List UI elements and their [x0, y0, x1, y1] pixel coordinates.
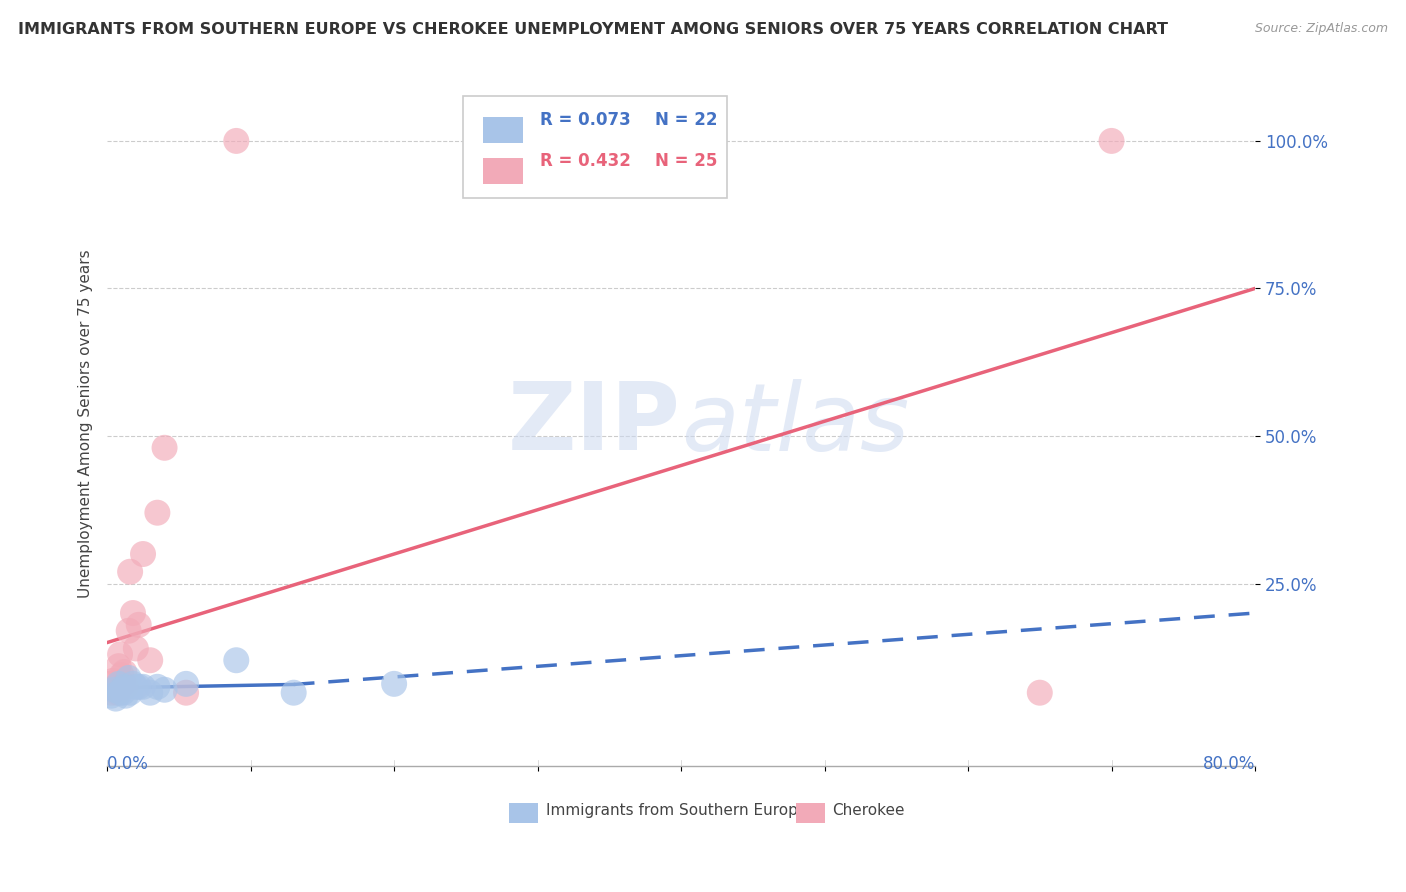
- Text: Source: ZipAtlas.com: Source: ZipAtlas.com: [1254, 22, 1388, 36]
- Text: IMMIGRANTS FROM SOUTHERN EUROPE VS CHEROKEE UNEMPLOYMENT AMONG SENIORS OVER 75 Y: IMMIGRANTS FROM SOUTHERN EUROPE VS CHERO…: [18, 22, 1168, 37]
- FancyBboxPatch shape: [796, 803, 824, 823]
- Point: [122, 606, 145, 620]
- Point: [128, 680, 150, 694]
- Point: [128, 617, 150, 632]
- Point: [108, 686, 131, 700]
- Text: R = 0.073: R = 0.073: [540, 111, 631, 128]
- Text: Immigrants from Southern Europe: Immigrants from Southern Europe: [546, 804, 807, 819]
- Point: [114, 680, 136, 694]
- Point: [103, 682, 125, 697]
- FancyBboxPatch shape: [463, 95, 727, 198]
- Point: [111, 677, 134, 691]
- Point: [101, 673, 124, 688]
- Point: [111, 686, 134, 700]
- Point: [283, 686, 305, 700]
- Point: [114, 689, 136, 703]
- Text: atlas: atlas: [681, 379, 910, 470]
- Point: [100, 689, 122, 703]
- Point: [125, 641, 148, 656]
- Point: [105, 686, 128, 700]
- Point: [146, 506, 169, 520]
- Text: 0.0%: 0.0%: [107, 755, 149, 772]
- Point: [98, 677, 121, 691]
- Point: [100, 686, 122, 700]
- Point: [139, 653, 162, 667]
- Point: [146, 680, 169, 694]
- Point: [132, 547, 155, 561]
- Point: [174, 677, 197, 691]
- Point: [118, 671, 141, 685]
- Point: [132, 680, 155, 694]
- Point: [125, 680, 148, 694]
- Text: ZIP: ZIP: [508, 378, 681, 470]
- Point: [103, 682, 125, 697]
- Text: R = 0.432: R = 0.432: [540, 152, 631, 169]
- Point: [174, 686, 197, 700]
- Point: [1101, 134, 1123, 148]
- FancyBboxPatch shape: [482, 158, 523, 184]
- Point: [112, 665, 135, 679]
- Point: [107, 677, 129, 691]
- Y-axis label: Unemployment Among Seniors over 75 years: Unemployment Among Seniors over 75 years: [79, 250, 93, 599]
- Point: [110, 682, 132, 697]
- Point: [108, 648, 131, 662]
- Point: [118, 624, 141, 638]
- Point: [120, 565, 142, 579]
- FancyBboxPatch shape: [482, 117, 523, 143]
- Point: [153, 441, 176, 455]
- Point: [153, 682, 176, 697]
- Point: [382, 677, 405, 691]
- Text: 80.0%: 80.0%: [1202, 755, 1256, 772]
- Text: N = 22: N = 22: [655, 111, 717, 128]
- Point: [225, 134, 247, 148]
- Text: N = 25: N = 25: [655, 152, 717, 169]
- Point: [225, 653, 247, 667]
- Point: [120, 686, 142, 700]
- Point: [110, 668, 132, 682]
- Point: [104, 680, 127, 694]
- Point: [139, 686, 162, 700]
- Point: [104, 691, 127, 706]
- Point: [112, 680, 135, 694]
- FancyBboxPatch shape: [509, 803, 537, 823]
- Point: [107, 659, 129, 673]
- Point: [1029, 686, 1052, 700]
- Text: Cherokee: Cherokee: [832, 804, 905, 819]
- Point: [122, 677, 145, 691]
